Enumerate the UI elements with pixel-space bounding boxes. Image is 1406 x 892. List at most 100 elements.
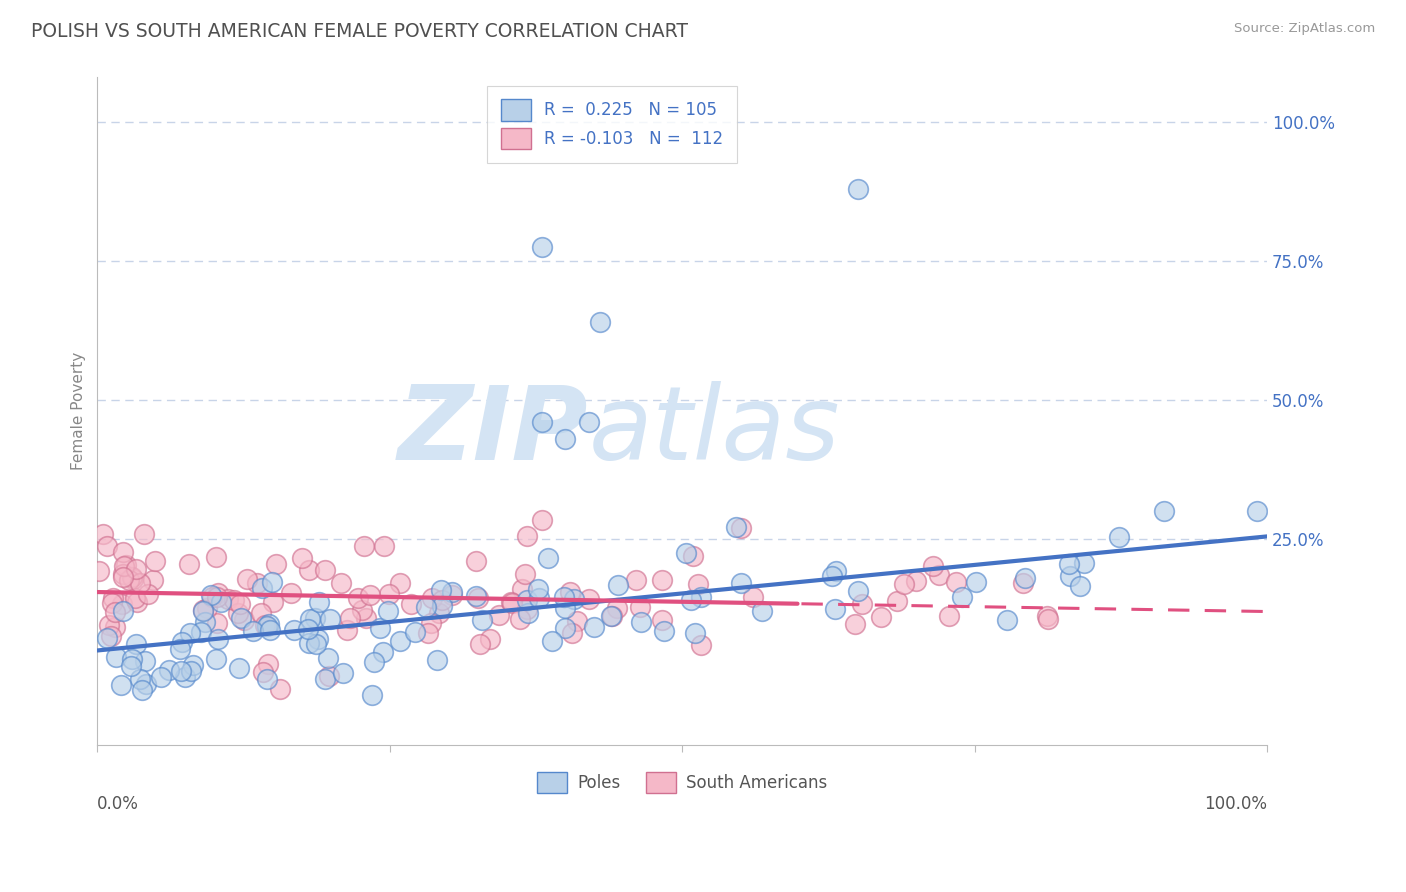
- Point: [945, 575, 967, 590]
- Point: [651, 613, 673, 627]
- Point: [257, 617, 280, 632]
- Point: [950, 590, 973, 604]
- Point: [1012, 576, 1035, 591]
- Point: [851, 597, 873, 611]
- Point: [195, 601, 218, 615]
- Point: [304, 611, 326, 625]
- Point: [112, 570, 135, 584]
- Point: [363, 655, 385, 669]
- Point: [250, 581, 273, 595]
- Point: [169, 642, 191, 657]
- Point: [339, 611, 361, 625]
- Point: [314, 563, 336, 577]
- Point: [205, 616, 228, 631]
- Point: [430, 599, 453, 613]
- Point: [516, 606, 538, 620]
- Point: [253, 618, 276, 632]
- Point: [257, 657, 280, 672]
- Point: [468, 636, 491, 650]
- Point: [229, 611, 252, 625]
- Point: [886, 594, 908, 608]
- Point: [121, 570, 143, 584]
- Point: [562, 591, 585, 606]
- Point: [690, 638, 713, 652]
- Point: [291, 550, 314, 565]
- Point: [179, 626, 201, 640]
- Point: [1057, 557, 1080, 571]
- Point: [134, 654, 156, 668]
- Point: [114, 558, 136, 572]
- Point: [217, 592, 239, 607]
- Point: [201, 590, 224, 604]
- Point: [509, 612, 531, 626]
- Point: [298, 612, 321, 626]
- Point: [121, 651, 143, 665]
- Point: [628, 600, 651, 615]
- Legend: Poles, South Americans: Poles, South Americans: [530, 765, 834, 800]
- Y-axis label: Female Poverty: Female Poverty: [72, 352, 86, 470]
- Point: [510, 582, 533, 596]
- Point: [1036, 608, 1059, 623]
- Text: POLISH VS SOUTH AMERICAN FEMALE POVERTY CORRELATION CHART: POLISH VS SOUTH AMERICAN FEMALE POVERTY …: [31, 22, 688, 41]
- Point: [111, 567, 134, 582]
- Point: [846, 584, 869, 599]
- Point: [262, 595, 284, 609]
- Point: [1059, 569, 1081, 583]
- Point: [228, 661, 250, 675]
- Point: [368, 621, 391, 635]
- Point: [516, 593, 538, 607]
- Point: [1038, 612, 1060, 626]
- Point: [360, 688, 382, 702]
- Point: [127, 595, 149, 609]
- Point: [207, 586, 229, 600]
- Point: [256, 672, 278, 686]
- Point: [416, 626, 439, 640]
- Point: [128, 575, 150, 590]
- Point: [180, 664, 202, 678]
- Point: [121, 572, 143, 586]
- Point: [599, 609, 621, 624]
- Point: [236, 572, 259, 586]
- Point: [1014, 571, 1036, 585]
- Point: [465, 590, 488, 604]
- Point: [373, 645, 395, 659]
- Point: [104, 620, 127, 634]
- Point: [388, 633, 411, 648]
- Point: [120, 659, 142, 673]
- Point: [377, 604, 399, 618]
- Point: [136, 587, 159, 601]
- Point: [125, 562, 148, 576]
- Point: [606, 578, 628, 592]
- Point: [846, 182, 869, 196]
- Point: [128, 673, 150, 687]
- Point: [297, 622, 319, 636]
- Point: [893, 577, 915, 591]
- Text: Source: ZipAtlas.com: Source: ZipAtlas.com: [1234, 22, 1375, 36]
- Text: 0.0%: 0.0%: [97, 795, 139, 814]
- Point: [651, 573, 673, 587]
- Point: [101, 591, 124, 605]
- Point: [91, 526, 114, 541]
- Point: [1246, 504, 1268, 518]
- Point: [229, 597, 252, 611]
- Point: [1153, 504, 1175, 518]
- Point: [131, 682, 153, 697]
- Point: [249, 606, 271, 620]
- Point: [537, 550, 560, 565]
- Point: [467, 591, 489, 606]
- Point: [530, 513, 553, 527]
- Point: [142, 573, 165, 587]
- Point: [624, 573, 647, 587]
- Point: [1073, 557, 1095, 571]
- Point: [682, 549, 704, 564]
- Point: [742, 590, 765, 604]
- Point: [280, 586, 302, 600]
- Point: [825, 564, 848, 578]
- Point: [111, 545, 134, 559]
- Point: [688, 577, 710, 591]
- Point: [675, 546, 697, 560]
- Point: [359, 588, 381, 602]
- Point: [336, 623, 359, 637]
- Point: [471, 613, 494, 627]
- Point: [209, 594, 232, 608]
